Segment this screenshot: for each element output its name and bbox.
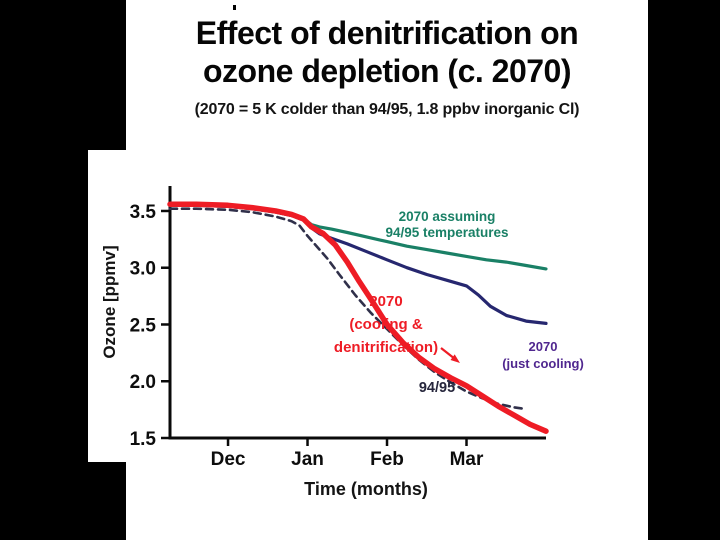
annotation-line: 94/95 temperatures [385, 225, 509, 240]
title-line-1: Effect of denitrification on [195, 15, 579, 51]
svg-text:1.5: 1.5 [130, 429, 157, 450]
annotation-9495: 94/95 [397, 380, 477, 396]
svg-text:3.0: 3.0 [130, 259, 156, 280]
annotation-line: (cooling & [349, 316, 423, 333]
svg-text:Mar: Mar [450, 449, 484, 470]
svg-text:Dec: Dec [211, 449, 246, 470]
annotation-line: 2070 [369, 293, 403, 310]
svg-text:3.5: 3.5 [130, 202, 157, 223]
annotation-line: 2070 [528, 339, 558, 354]
annotation-line: denitrification) [333, 339, 439, 356]
svg-text:Jan: Jan [291, 449, 324, 470]
x-axis-label: Time (months) [304, 479, 428, 499]
y-axis-label: Ozone [ppmv] [100, 245, 119, 359]
chart-panel [88, 150, 566, 462]
annotation-line: (just cooling) [502, 355, 584, 371]
title-line-2: ozone depletion (c. 2070) [202, 53, 572, 89]
annotation-line: 94/95 [418, 380, 456, 396]
annotation-2070-assuming-9495-temps: 2070 assuming 94/95 temperatures [337, 209, 557, 241]
page-title: Effect of denitrification on ozone deple… [126, 14, 648, 90]
svg-text:Feb: Feb [370, 449, 404, 470]
annotation-2070-just-cooling: 2070 (just cooling) [478, 339, 608, 372]
annotation-line: 2070 assuming [398, 209, 496, 224]
scan-artifact-dot [233, 5, 236, 10]
annotation-2070-cooling-denitrification: 2070 (cooling & denitrification) [296, 290, 476, 359]
subtitle: (2070 = 5 K colder than 94/95, 1.8 ppbv … [194, 101, 580, 118]
svg-text:2.5: 2.5 [130, 315, 157, 336]
svg-text:2.0: 2.0 [130, 372, 156, 393]
